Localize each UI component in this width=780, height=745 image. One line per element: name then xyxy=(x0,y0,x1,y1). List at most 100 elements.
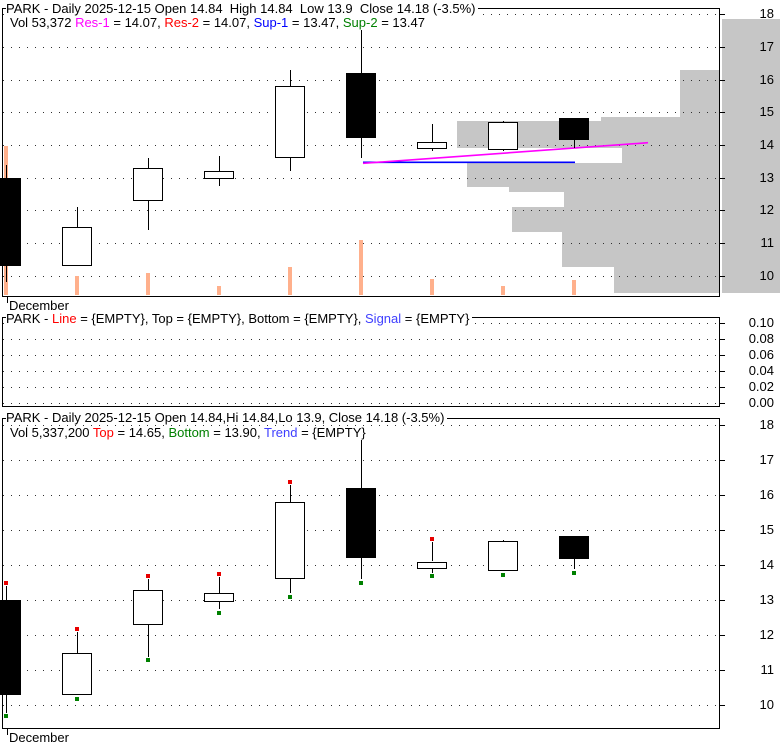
candle-body-up xyxy=(62,653,92,695)
low-marker-green xyxy=(4,714,8,718)
volume-profile-band xyxy=(614,267,719,293)
candle-lower-wick xyxy=(148,201,149,230)
candle-lower-wick xyxy=(574,559,575,569)
candle-upper-wick xyxy=(432,542,433,561)
candle-upper-wick xyxy=(290,70,291,86)
axis-tick xyxy=(719,600,725,601)
volume-profile-axis-block xyxy=(722,19,780,293)
price-gridline xyxy=(3,670,718,671)
y-axis-label: 15 xyxy=(759,522,774,537)
y-axis-label: 10 xyxy=(759,268,774,283)
candle-body-up xyxy=(488,541,518,571)
y-axis-label: 17 xyxy=(759,39,774,54)
candle-body-up xyxy=(488,122,518,150)
candle-body-up xyxy=(417,562,447,569)
low-marker-green xyxy=(288,595,292,599)
candle-upper-wick xyxy=(432,124,433,142)
y-axis-label: 0.10 xyxy=(748,315,774,330)
panel3-title: PARK - Daily 2025-12-15 Open 14.84,Hi 14… xyxy=(6,411,448,425)
y-axis-label: 12 xyxy=(759,627,774,642)
title-segment: Res-2 xyxy=(164,15,200,30)
panel1-title: PARK - Daily 2025-12-15 Open 14.84 High … xyxy=(6,2,479,16)
volume-bar xyxy=(430,279,434,295)
volume-bar xyxy=(572,280,576,295)
candle-body-up xyxy=(62,227,92,266)
title-segment: Res-1 xyxy=(75,15,110,30)
axis-tick xyxy=(719,705,725,706)
candle-lower-wick xyxy=(6,695,7,713)
volume-profile-band xyxy=(467,163,719,187)
axis-tick xyxy=(719,670,725,671)
price-gridline xyxy=(3,47,718,48)
volume-profile-band xyxy=(680,70,719,117)
low-marker-green xyxy=(359,581,363,585)
candle-upper-wick xyxy=(148,579,149,590)
high-marker-red xyxy=(75,627,79,631)
y-axis-label: 0.06 xyxy=(748,347,774,362)
axis-tick xyxy=(719,112,725,113)
y-axis-label: 12 xyxy=(759,202,774,217)
volume-bar xyxy=(217,286,221,295)
axis-tick xyxy=(719,635,725,636)
volume-bar xyxy=(288,267,292,295)
candle-body-down xyxy=(559,118,589,140)
title-segment: = 14.07, xyxy=(109,15,165,30)
candle-upper-wick xyxy=(77,632,78,653)
candle-lower-wick xyxy=(361,138,362,158)
candle-body-up xyxy=(133,168,163,201)
low-marker-green xyxy=(146,658,150,662)
price-gridline xyxy=(3,425,718,426)
candle-lower-wick xyxy=(6,266,7,282)
candle-body-down xyxy=(0,600,21,695)
axis-tick xyxy=(719,14,725,15)
title-segment: Line xyxy=(52,311,77,326)
axis-tick xyxy=(719,80,725,81)
high-marker-red xyxy=(146,574,150,578)
low-marker-green xyxy=(572,571,576,575)
candle-upper-wick xyxy=(361,432,362,488)
axis-tick xyxy=(719,530,725,531)
axis-tick xyxy=(719,355,725,356)
axis-tick xyxy=(719,565,725,566)
low-marker-green xyxy=(501,573,505,577)
axis-tick xyxy=(719,387,725,388)
candle-upper-wick xyxy=(77,207,78,227)
volume-profile-band xyxy=(601,117,719,121)
low-marker-green xyxy=(430,574,434,578)
y-axis-label: 16 xyxy=(759,487,774,502)
candle-body-up xyxy=(275,86,305,158)
volume-profile-band xyxy=(509,187,719,192)
axis-tick xyxy=(719,495,725,496)
title-segment: Bottom xyxy=(168,425,210,440)
candle-upper-wick xyxy=(148,158,149,168)
candle-lower-wick xyxy=(290,158,291,171)
axis-tick xyxy=(719,47,725,48)
y-axis-label: 14 xyxy=(759,137,774,152)
price-gridline xyxy=(3,371,718,372)
y-axis-label: 13 xyxy=(759,170,774,185)
price-gridline xyxy=(3,145,718,146)
y-axis-label: 0.04 xyxy=(748,363,774,378)
axis-tick xyxy=(719,371,725,372)
title-segment: = {EMPTY}, Top = {EMPTY}, Bottom = {EMPT… xyxy=(76,311,366,326)
title-segment: = 14.65, xyxy=(113,425,169,440)
low-marker-green xyxy=(217,611,221,615)
y-axis-label: 16 xyxy=(759,72,774,87)
title-segment: Vol 5,337,200 xyxy=(10,425,93,440)
axis-tick xyxy=(719,323,725,324)
title-segment: Sup-2 xyxy=(342,15,378,30)
title-segment: Top xyxy=(92,425,114,440)
candle-body-down xyxy=(0,178,21,266)
high-marker-red xyxy=(430,537,434,541)
title-segment: Sup-1 xyxy=(253,15,289,30)
y-axis-label: 13 xyxy=(759,592,774,607)
candle-body-down xyxy=(559,536,589,559)
candle-lower-wick xyxy=(361,558,362,579)
candle-body-up xyxy=(417,142,447,149)
y-axis-label: 0.08 xyxy=(748,331,774,346)
panel1-month-tick xyxy=(7,297,8,303)
y-axis-label: 10 xyxy=(759,697,774,712)
volume-profile-band xyxy=(564,192,719,207)
volume-bar xyxy=(501,286,505,295)
